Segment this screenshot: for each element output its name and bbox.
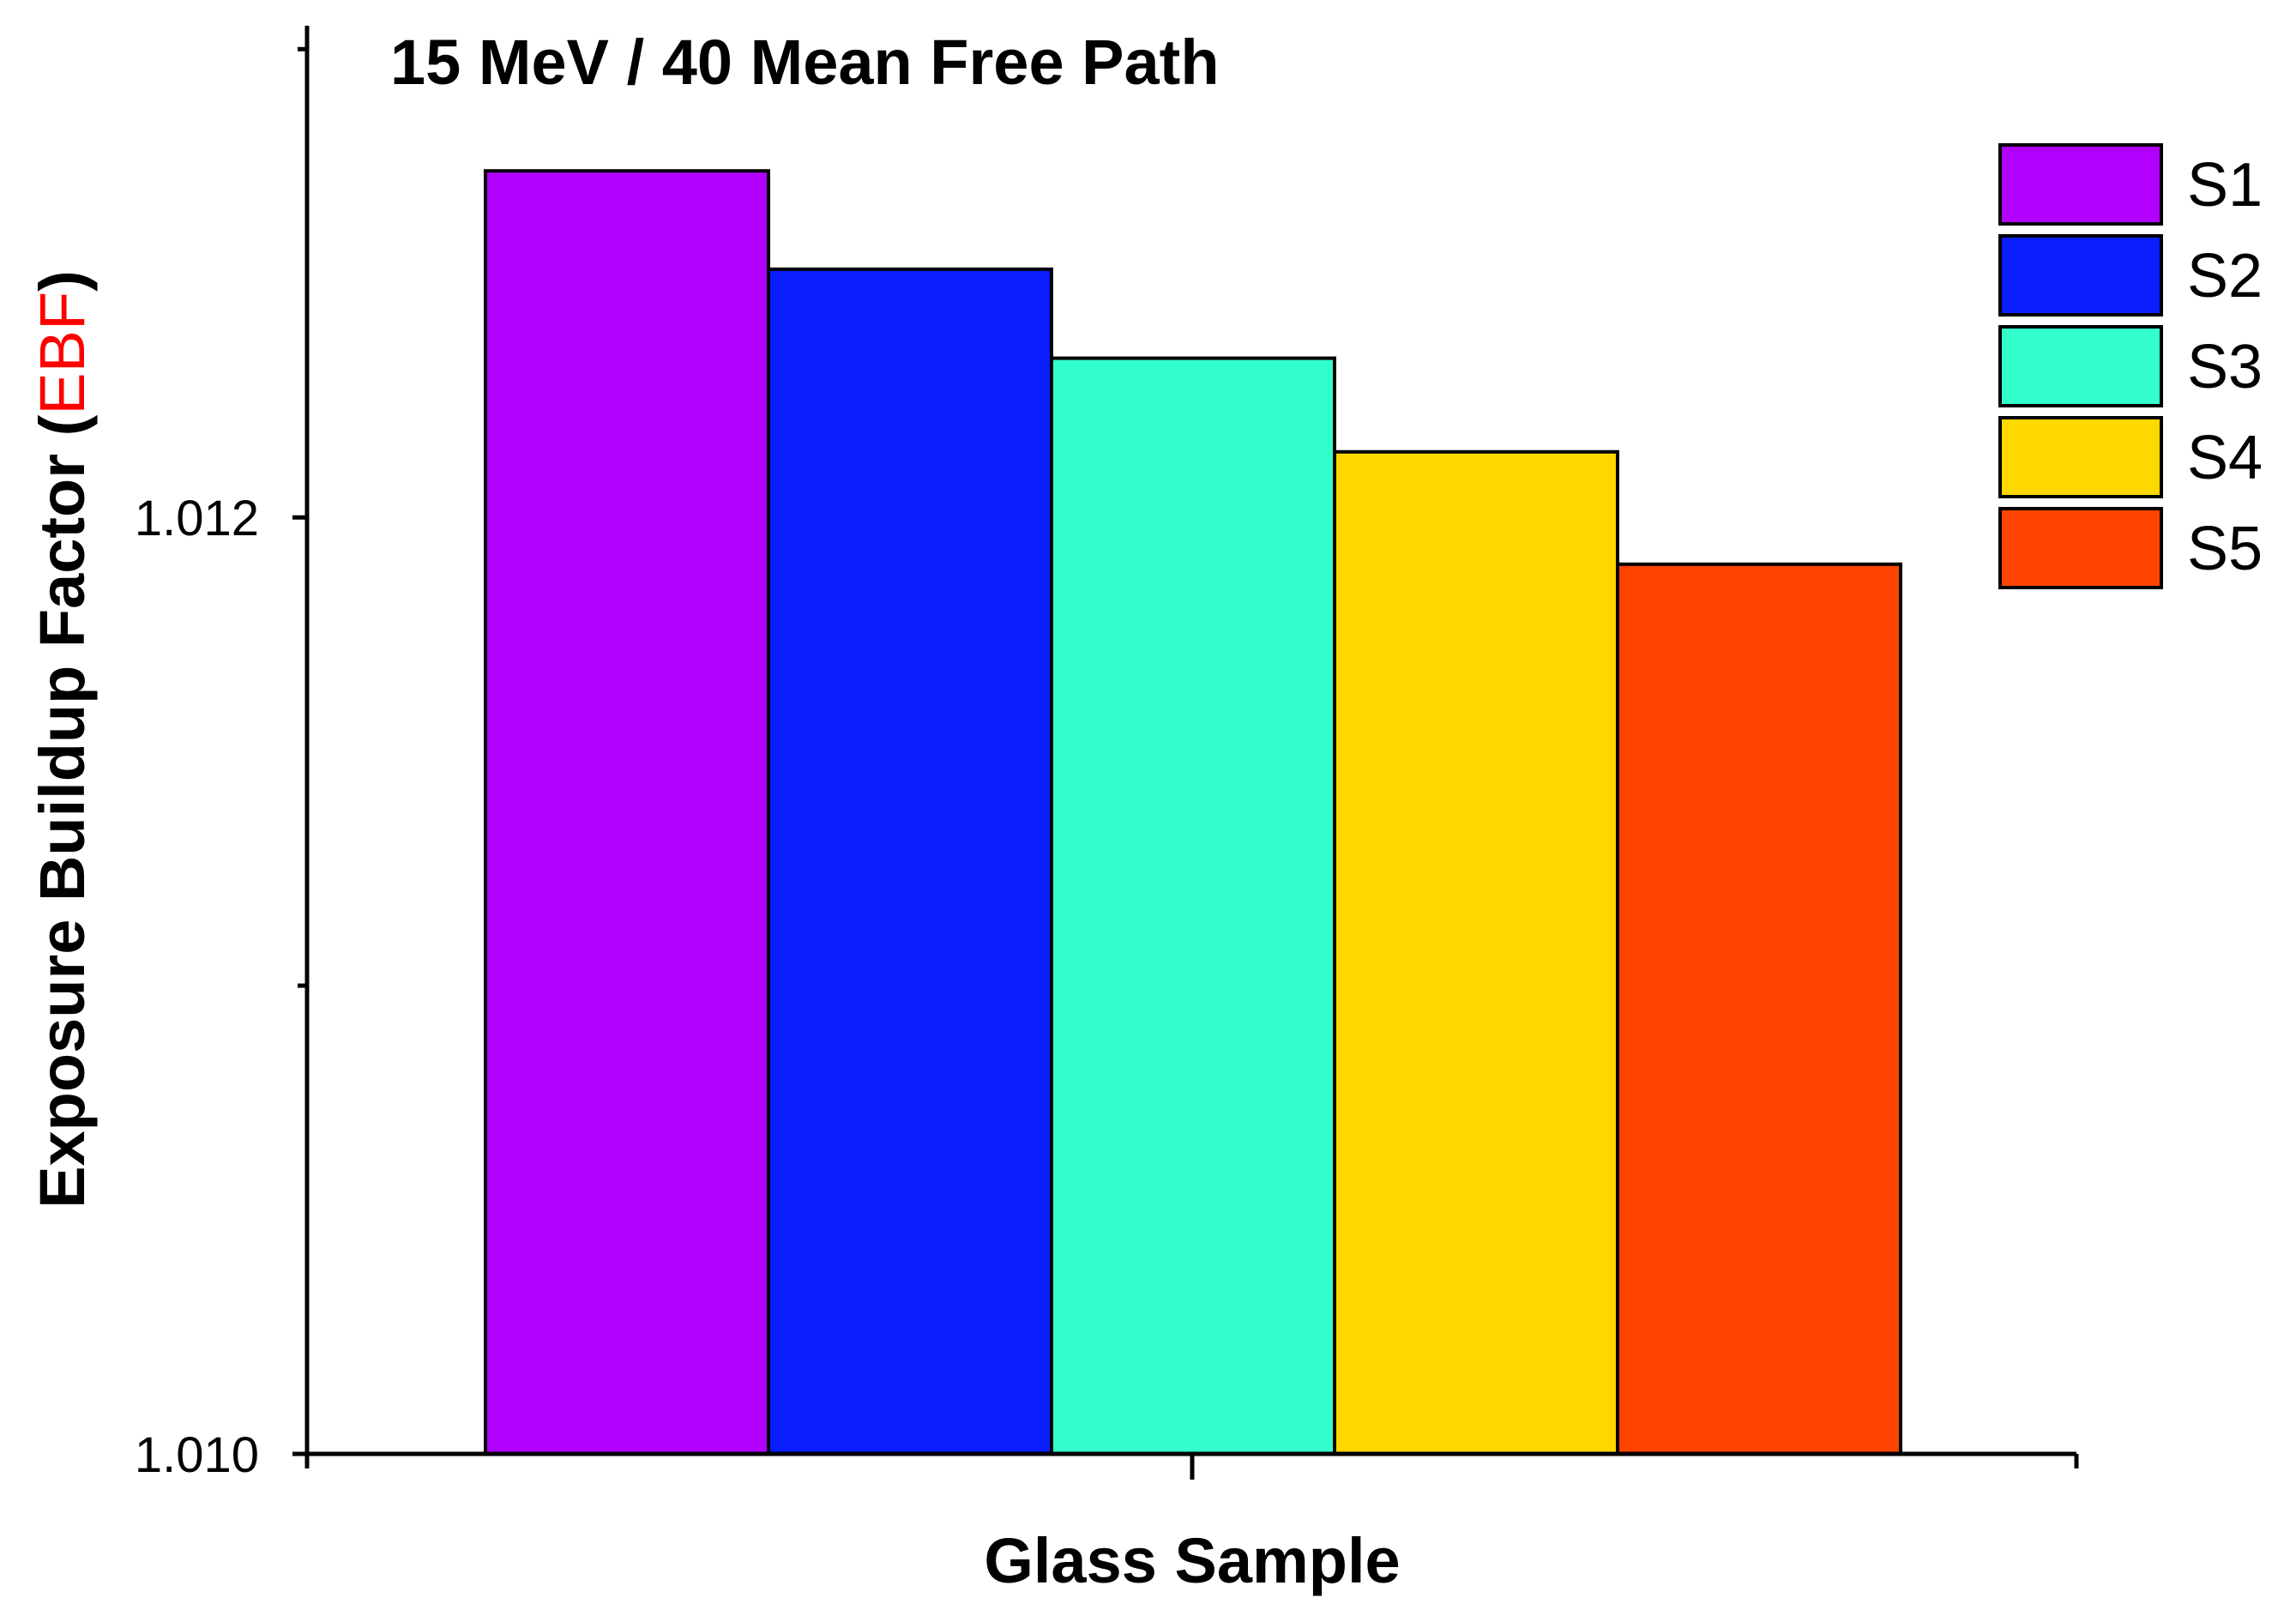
bar-s1	[484, 169, 770, 1456]
legend-label-s5: S5	[2187, 515, 2263, 583]
chart-title: 15 MeV / 40 Mean Free Path	[390, 27, 1220, 98]
legend-swatch-s1	[1998, 143, 2163, 226]
y-axis-title-highlight: EBF	[27, 292, 98, 415]
y-ticks-group: 1.010 1.012	[135, 46, 307, 1483]
legend-swatch-s2	[1998, 234, 2163, 317]
legend-label-s3: S3	[2187, 333, 2263, 401]
legend-label-s4: S4	[2187, 424, 2263, 492]
bars-group	[484, 169, 1902, 1456]
legend-swatch-s5	[1998, 507, 2163, 589]
y-tick-label: 1.010	[135, 1427, 259, 1483]
legend: S1 S2 S3 S4 S5	[1998, 143, 2263, 589]
y-tick-label: 1.012	[135, 491, 259, 546]
bar-s3	[1050, 356, 1336, 1456]
bar-s5	[1616, 562, 1902, 1456]
x-axis-title: Glass Sample	[984, 1525, 1400, 1596]
y-axis-title: Exposure Buildup Factor (EBF)	[27, 270, 98, 1209]
legend-label-s2: S2	[2187, 242, 2263, 311]
legend-swatch-s4	[1998, 416, 2163, 498]
y-axis-title-prefix: Exposure Buildup Factor (	[27, 414, 98, 1208]
legend-label-s1: S1	[2187, 151, 2263, 220]
y-axis-title-suffix: )	[27, 270, 98, 292]
bar-s4	[1333, 449, 1619, 1456]
axes-group	[304, 26, 2079, 1480]
bar-s2	[767, 267, 1053, 1456]
legend-swatch-s3	[1998, 325, 2163, 407]
